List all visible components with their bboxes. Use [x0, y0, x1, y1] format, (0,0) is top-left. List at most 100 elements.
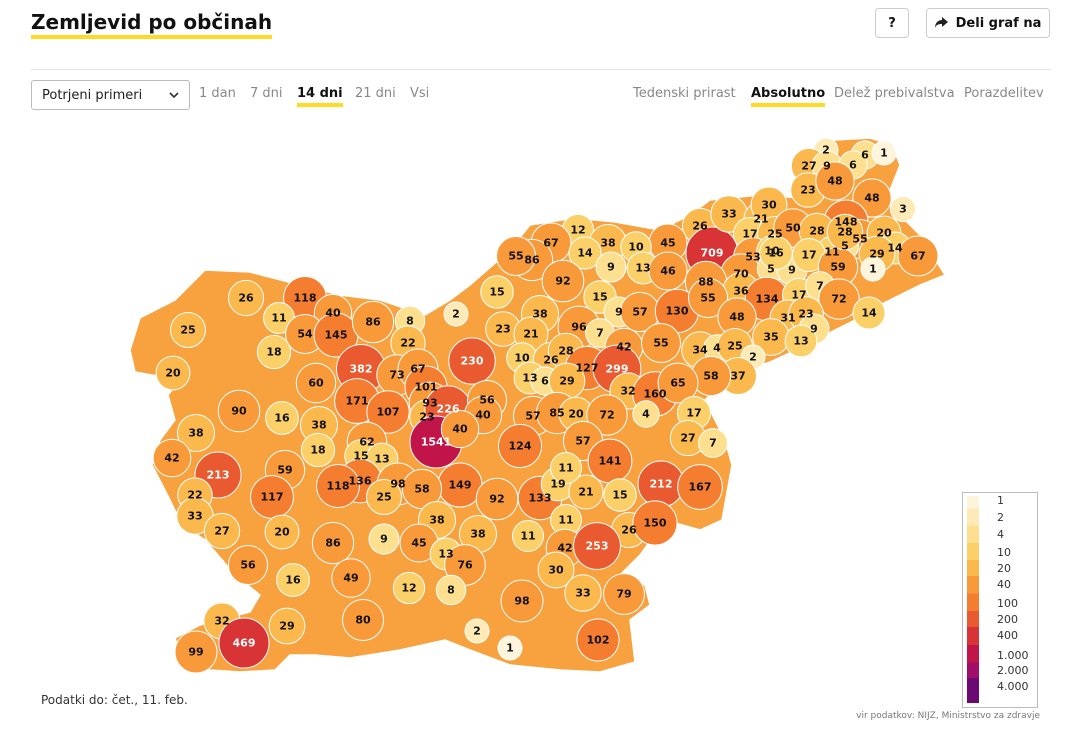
share-button-label: Deli graf na — [955, 15, 1042, 31]
municipality-value-label: 54 — [297, 328, 313, 341]
municipality-area[interactable] — [818, 278, 860, 320]
municipality-area[interactable] — [256, 334, 292, 370]
municipality-area[interactable] — [227, 544, 269, 586]
municipality-area[interactable] — [568, 236, 602, 270]
municipality-area[interactable] — [435, 574, 467, 606]
municipality-area[interactable] — [351, 300, 395, 344]
municipality-value-label: 33 — [575, 587, 590, 600]
municipality-area[interactable] — [366, 479, 402, 515]
municipality-area[interactable] — [889, 195, 917, 223]
municipality-value-label: 11 — [824, 246, 839, 259]
municipality-area[interactable] — [300, 432, 336, 468]
municipality-area[interactable] — [497, 423, 543, 469]
municipality-area[interactable] — [440, 409, 480, 449]
municipality-area[interactable] — [576, 618, 620, 662]
municipality-area[interactable] — [342, 599, 384, 641]
municipality-area[interactable] — [392, 571, 426, 605]
tab-14-dni[interactable]: 14 dni — [297, 86, 343, 107]
municipality-area[interactable] — [218, 617, 270, 669]
municipality-value-label: 19 — [550, 478, 565, 491]
municipality-area[interactable] — [464, 618, 490, 644]
municipality-area[interactable] — [603, 478, 637, 512]
municipality-area[interactable] — [316, 464, 360, 508]
municipality-value-label: 26 — [543, 354, 559, 367]
municipality-area[interactable] — [174, 630, 218, 674]
municipality-area[interactable] — [603, 573, 645, 615]
municipality-area[interactable] — [595, 251, 627, 283]
municipality-area[interactable] — [852, 296, 886, 330]
municipality-area[interactable] — [860, 256, 886, 282]
municipality-area[interactable] — [497, 635, 523, 661]
tab-1-dan[interactable]: 1 dan — [199, 86, 236, 101]
municipality-area[interactable] — [276, 563, 310, 597]
municipality-value-label: 58 — [703, 370, 718, 383]
municipality-area[interactable] — [871, 140, 897, 166]
municipality-area[interactable] — [568, 474, 604, 510]
municipality-area[interactable] — [496, 236, 536, 276]
municipality-area[interactable] — [480, 275, 514, 309]
municipality-area[interactable] — [826, 213, 864, 251]
municipality-area[interactable] — [632, 500, 678, 546]
municipality-value-label: 20 — [165, 367, 181, 380]
municipality-area[interactable] — [641, 323, 681, 363]
municipality-area[interactable] — [311, 521, 355, 565]
municipality-area[interactable] — [331, 558, 371, 598]
tab-porazdelitev[interactable]: Porazdelitev — [964, 86, 1044, 101]
municipality-area[interactable] — [227, 279, 265, 317]
municipality-area[interactable] — [500, 579, 544, 623]
municipality-area[interactable] — [688, 278, 728, 318]
municipality-area[interactable] — [784, 324, 818, 358]
municipality-area[interactable] — [698, 428, 728, 458]
municipality-area[interactable] — [368, 523, 400, 555]
municipality-area[interactable] — [537, 551, 575, 589]
municipality-area[interactable] — [632, 400, 660, 428]
municipality-value-label: 32 — [620, 385, 635, 398]
municipality-area[interactable] — [448, 337, 496, 385]
municipality-area[interactable] — [573, 522, 621, 570]
municipality-value-label: 49 — [343, 572, 358, 585]
municipality-area[interactable] — [155, 355, 191, 391]
metric-select[interactable]: Potrjeni primeri — [31, 80, 190, 110]
municipality-value-label: 13 — [793, 335, 808, 348]
municipality-area[interactable] — [815, 161, 855, 201]
municipality-area[interactable] — [541, 259, 585, 303]
tab-absolutno[interactable]: Absolutno — [751, 86, 826, 107]
municipality-area[interactable] — [217, 389, 261, 433]
municipality-value-label: 70 — [733, 268, 749, 281]
municipality-area[interactable] — [366, 390, 410, 434]
municipality-area[interactable] — [265, 401, 299, 435]
municipality-value-label: 28 — [837, 226, 852, 239]
municipality-area[interactable] — [512, 520, 544, 552]
municipality-value-label: 22 — [187, 489, 202, 502]
tab-7-dni[interactable]: 7 dni — [250, 86, 283, 101]
tab-tedenski-prirast[interactable]: Tedenski prirast — [633, 86, 736, 101]
help-button[interactable]: ? — [875, 8, 909, 38]
municipality-area[interactable] — [152, 438, 192, 478]
legend-swatch — [967, 496, 979, 509]
municipality-area[interactable] — [264, 514, 300, 550]
municipality-area[interactable] — [677, 464, 723, 510]
municipality-area[interactable] — [176, 413, 216, 453]
municipality-area[interactable] — [268, 607, 306, 645]
municipality-value-label: 2 — [822, 144, 830, 157]
municipality-area[interactable] — [657, 362, 699, 404]
tab-delez-prebivalstva[interactable]: Delež prebivalstva — [834, 86, 955, 101]
municipality-value-label: 26 — [238, 292, 254, 305]
municipality-area[interactable] — [897, 235, 939, 277]
municipality-value-label: 20 — [876, 227, 892, 240]
municipality-area[interactable] — [550, 452, 582, 484]
municipality-area[interactable] — [203, 512, 241, 550]
municipality-area[interactable] — [586, 394, 628, 436]
municipality-area[interactable] — [564, 574, 602, 612]
municipality-area[interactable] — [648, 251, 688, 291]
municipality-value-label: 56 — [240, 559, 256, 572]
municipality-area[interactable] — [170, 312, 206, 348]
legend-label: 100 — [997, 597, 1018, 610]
tab-vsi[interactable]: Vsi — [410, 86, 430, 101]
municipality-value-label: 76 — [457, 559, 473, 572]
municipality-area[interactable] — [443, 301, 469, 327]
municipality-area[interactable] — [295, 362, 337, 404]
tab-21-dni[interactable]: 21 dni — [355, 86, 396, 101]
share-button[interactable]: Deli graf na — [926, 8, 1050, 38]
